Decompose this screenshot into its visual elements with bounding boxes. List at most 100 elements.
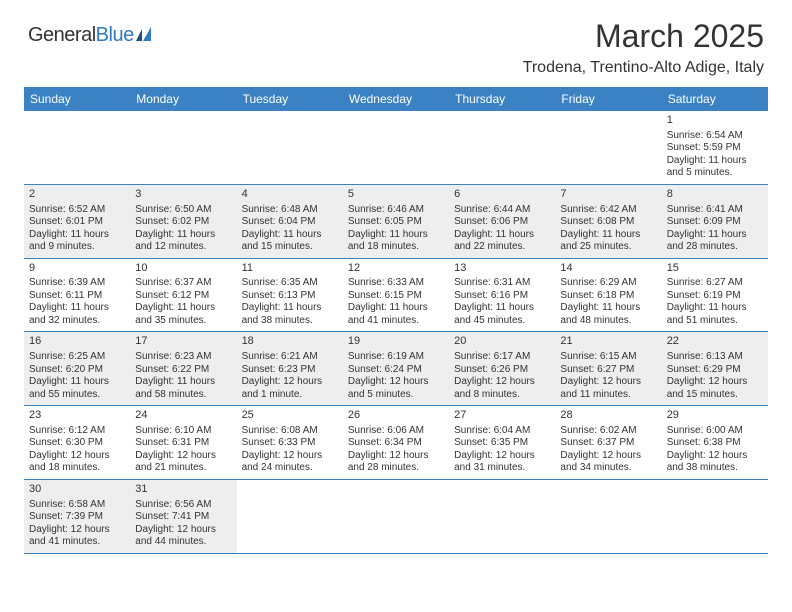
location-text: Trodena, Trentino-Alto Adige, Italy <box>28 59 764 77</box>
day-number: 7 <box>560 188 656 202</box>
sunset-text: Sunset: 6:35 PM <box>454 437 550 450</box>
day-cell: 14Sunrise: 6:29 AMSunset: 6:18 PMDayligh… <box>555 259 661 332</box>
day-header-sat: Saturday <box>662 87 768 111</box>
sunrise-text: Sunrise: 6:15 AM <box>560 351 656 364</box>
day-number: 22 <box>667 335 763 349</box>
day-number: 31 <box>135 483 231 497</box>
day-cell: 3Sunrise: 6:50 AMSunset: 6:02 PMDaylight… <box>130 185 236 258</box>
day-header-wed: Wednesday <box>343 87 449 111</box>
sunrise-text: Sunrise: 6:54 AM <box>667 130 763 143</box>
sunset-text: Sunset: 6:37 PM <box>560 437 656 450</box>
daylight-text: Daylight: 11 hours and 5 minutes. <box>667 155 763 180</box>
sunrise-text: Sunrise: 6:17 AM <box>454 351 550 364</box>
daylight-text: Daylight: 12 hours and 44 minutes. <box>135 524 231 549</box>
daylight-text: Daylight: 11 hours and 28 minutes. <box>667 229 763 254</box>
daylight-text: Daylight: 12 hours and 24 minutes. <box>242 450 338 475</box>
daylight-text: Daylight: 11 hours and 45 minutes. <box>454 302 550 327</box>
day-cell: 20Sunrise: 6:17 AMSunset: 6:26 PMDayligh… <box>449 332 555 405</box>
sunrise-text: Sunrise: 6:56 AM <box>135 499 231 512</box>
daylight-text: Daylight: 12 hours and 1 minute. <box>242 376 338 401</box>
sunset-text: Sunset: 6:15 PM <box>348 290 444 303</box>
sunrise-text: Sunrise: 6:27 AM <box>667 277 763 290</box>
sunrise-text: Sunrise: 6:21 AM <box>242 351 338 364</box>
empty-cell <box>555 480 661 553</box>
day-number: 27 <box>454 409 550 423</box>
daylight-text: Daylight: 11 hours and 9 minutes. <box>29 229 125 254</box>
day-cell: 19Sunrise: 6:19 AMSunset: 6:24 PMDayligh… <box>343 332 449 405</box>
day-cell: 4Sunrise: 6:48 AMSunset: 6:04 PMDaylight… <box>237 185 343 258</box>
day-number: 9 <box>29 262 125 276</box>
sunrise-text: Sunrise: 6:00 AM <box>667 425 763 438</box>
sunrise-text: Sunrise: 6:39 AM <box>29 277 125 290</box>
day-cell: 17Sunrise: 6:23 AMSunset: 6:22 PMDayligh… <box>130 332 236 405</box>
day-number: 1 <box>667 114 763 128</box>
sunrise-text: Sunrise: 6:48 AM <box>242 204 338 217</box>
day-cell: 22Sunrise: 6:13 AMSunset: 6:29 PMDayligh… <box>662 332 768 405</box>
daylight-text: Daylight: 12 hours and 28 minutes. <box>348 450 444 475</box>
sunrise-text: Sunrise: 6:33 AM <box>348 277 444 290</box>
sunset-text: Sunset: 6:23 PM <box>242 364 338 377</box>
sunset-text: Sunset: 7:39 PM <box>29 511 125 524</box>
day-number: 12 <box>348 262 444 276</box>
day-cell: 12Sunrise: 6:33 AMSunset: 6:15 PMDayligh… <box>343 259 449 332</box>
sunset-text: Sunset: 6:26 PM <box>454 364 550 377</box>
day-header-fri: Friday <box>555 87 661 111</box>
day-cell: 31 Sunrise: 6:56 AMSunset: 7:41 PMDayligh… <box>130 480 236 553</box>
sunset-text: Sunset: 6:04 PM <box>242 216 338 229</box>
sunrise-text: Sunrise: 6:50 AM <box>135 204 231 217</box>
sunrise-text: Sunrise: 6:37 AM <box>135 277 231 290</box>
day-number: 21 <box>560 335 656 349</box>
day-number: 10 <box>135 262 231 276</box>
daylight-text: Daylight: 11 hours and 15 minutes. <box>242 229 338 254</box>
sunrise-text: Sunrise: 6:12 AM <box>29 425 125 438</box>
day-number: 3 <box>135 188 231 202</box>
logo-word1: General <box>28 24 96 46</box>
daylight-text: Daylight: 12 hours and 15 minutes. <box>667 376 763 401</box>
daylight-text: Daylight: 12 hours and 34 minutes. <box>560 450 656 475</box>
daylight-text: Daylight: 11 hours and 32 minutes. <box>29 302 125 327</box>
day-cell: 16Sunrise: 6:25 AMSunset: 6:20 PMDayligh… <box>24 332 130 405</box>
daylight-text: Daylight: 11 hours and 38 minutes. <box>242 302 338 327</box>
day-header-mon: Monday <box>130 87 236 111</box>
daylight-text: Daylight: 12 hours and 8 minutes. <box>454 376 550 401</box>
sunset-text: Sunset: 6:38 PM <box>667 437 763 450</box>
daylight-text: Daylight: 12 hours and 11 minutes. <box>560 376 656 401</box>
day-cell: 11Sunrise: 6:35 AMSunset: 6:13 PMDayligh… <box>237 259 343 332</box>
week-row: 9Sunrise: 6:39 AMSunset: 6:11 PMDaylight… <box>24 259 768 333</box>
daylight-text: Daylight: 11 hours and 41 minutes. <box>348 302 444 327</box>
day-number: 6 <box>454 188 550 202</box>
sunrise-text: Sunrise: 6:35 AM <box>242 277 338 290</box>
day-number: 26 <box>348 409 444 423</box>
day-header-row: Sunday Monday Tuesday Wednesday Thursday… <box>24 87 768 111</box>
empty-cell <box>24 111 130 184</box>
sunset-text: Sunset: 6:11 PM <box>29 290 125 303</box>
day-cell: 6Sunrise: 6:44 AMSunset: 6:06 PMDaylight… <box>449 185 555 258</box>
sunrise-text: Sunrise: 6:19 AM <box>348 351 444 364</box>
day-cell: 28Sunrise: 6:02 AMSunset: 6:37 PMDayligh… <box>555 406 661 479</box>
day-number: 15 <box>667 262 763 276</box>
sunrise-text: Sunrise: 6:06 AM <box>348 425 444 438</box>
sunset-text: Sunset: 6:09 PM <box>667 216 763 229</box>
day-number: 23 <box>29 409 125 423</box>
daylight-text: Daylight: 12 hours and 38 minutes. <box>667 450 763 475</box>
sunrise-text: Sunrise: 6:52 AM <box>29 204 125 217</box>
empty-cell <box>237 480 343 553</box>
sunrise-text: Sunrise: 6:41 AM <box>667 204 763 217</box>
day-cell: 1Sunrise: 6:54 AMSunset: 5:59 PMDaylight… <box>662 111 768 184</box>
day-cell: 9Sunrise: 6:39 AMSunset: 6:11 PMDaylight… <box>24 259 130 332</box>
sunset-text: Sunset: 6:18 PM <box>560 290 656 303</box>
sunrise-text: Sunrise: 6:58 AM <box>29 499 125 512</box>
logo-text: GeneralBlue <box>28 24 134 47</box>
daylight-text: Daylight: 11 hours and 25 minutes. <box>560 229 656 254</box>
day-number: 19 <box>348 335 444 349</box>
day-number: 18 <box>242 335 338 349</box>
day-number: 17 <box>135 335 231 349</box>
sunset-text: Sunset: 6:27 PM <box>560 364 656 377</box>
daylight-text: Daylight: 11 hours and 18 minutes. <box>348 229 444 254</box>
week-row: 2Sunrise: 6:52 AMSunset: 6:01 PMDaylight… <box>24 185 768 259</box>
logo-word2: Blue <box>96 24 134 46</box>
daylight-text: Daylight: 11 hours and 35 minutes. <box>135 302 231 327</box>
sunrise-text: Sunrise: 6:04 AM <box>454 425 550 438</box>
sunset-text: Sunset: 7:41 PM <box>135 511 231 524</box>
day-cell: 23Sunrise: 6:12 AMSunset: 6:30 PMDayligh… <box>24 406 130 479</box>
